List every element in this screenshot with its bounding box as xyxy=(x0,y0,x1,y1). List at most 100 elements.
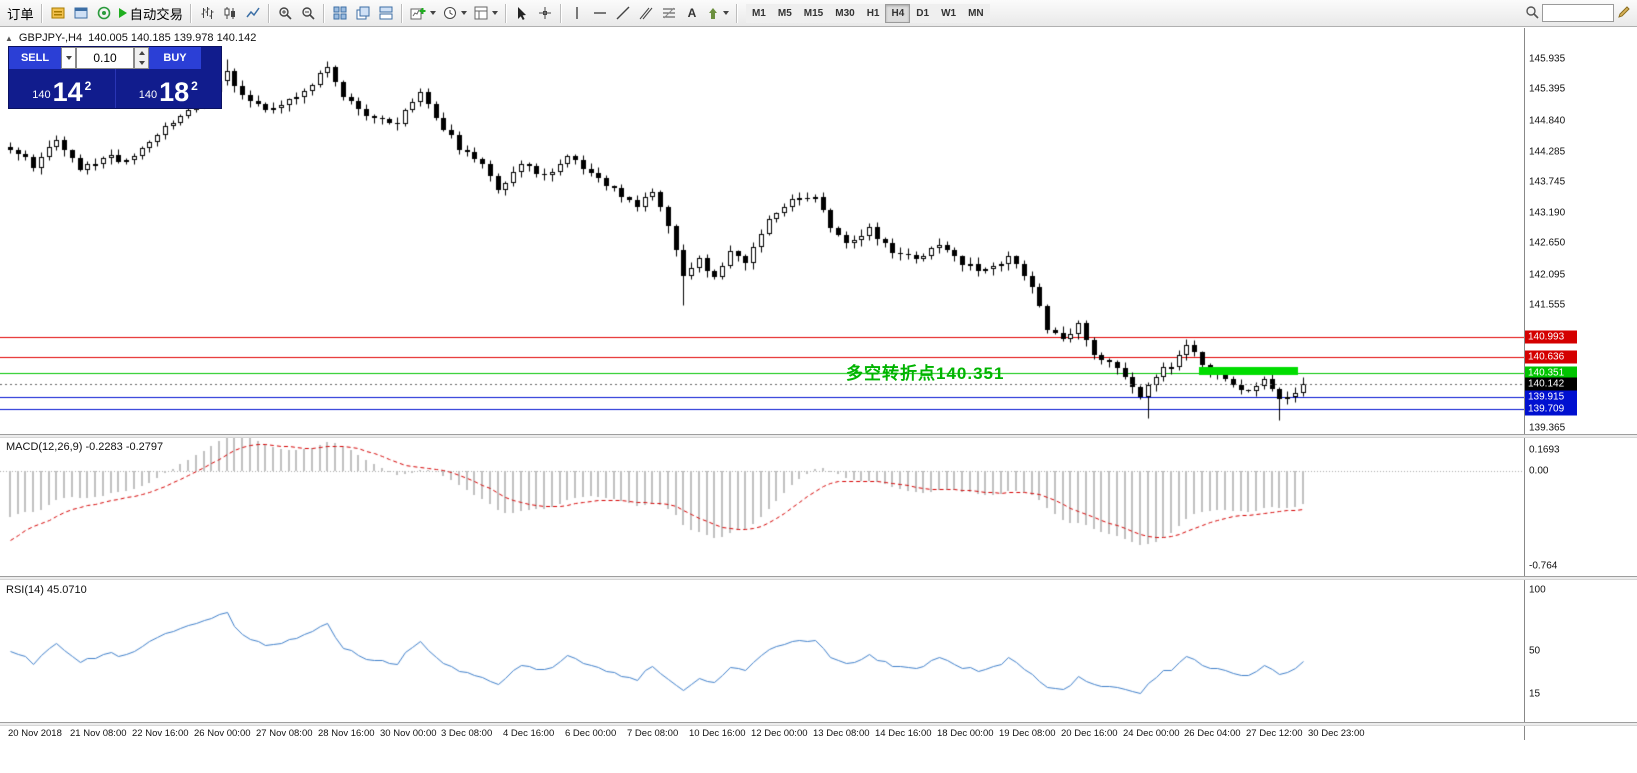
bar-chart-icon xyxy=(200,6,214,20)
market-watch-button[interactable] xyxy=(47,3,69,24)
time-axis-label: 20 Dec 16:00 xyxy=(1061,728,1118,739)
search-icon[interactable] xyxy=(1525,5,1539,22)
tile-windows-icon xyxy=(333,6,347,20)
ask-price: 140 18 2 xyxy=(116,69,222,108)
panel-resize-handle[interactable] xyxy=(0,434,1637,438)
new-chart-icon xyxy=(410,6,426,20)
volume-up-button[interactable] xyxy=(135,48,148,58)
bar-chart-button[interactable] xyxy=(196,3,218,24)
crosshair-button[interactable] xyxy=(534,3,556,24)
trendline-button[interactable] xyxy=(612,3,634,24)
buy-button[interactable]: BUY xyxy=(149,47,201,69)
time-axis-label: 28 Nov 16:00 xyxy=(318,728,375,739)
text-tool-button[interactable]: A xyxy=(681,3,703,24)
chevron-down-icon xyxy=(429,11,436,15)
time-axis-label: 7 Dec 08:00 xyxy=(627,728,679,739)
price-line-label: 140.142 xyxy=(1525,377,1577,391)
search-input[interactable] xyxy=(1542,4,1614,22)
new-chart-button[interactable] xyxy=(407,3,439,24)
new-order-button[interactable]: 订单 xyxy=(4,3,37,24)
price-axis-label: 144.285 xyxy=(1529,146,1566,158)
price-line-label: 139.915 xyxy=(1525,390,1577,404)
time-axis-label: 10 Dec 16:00 xyxy=(689,728,746,739)
cursor-icon xyxy=(516,6,528,20)
cursor-button[interactable] xyxy=(511,3,533,24)
one-click-collapse-icon[interactable]: ▲ xyxy=(5,33,13,43)
cascade-windows-button[interactable] xyxy=(352,3,374,24)
rsi-axis-label: 50 xyxy=(1529,645,1541,657)
price-axis-label: 142.095 xyxy=(1529,269,1566,281)
quick-edit-icon[interactable] xyxy=(1617,5,1631,22)
timeframe-d1-button[interactable]: D1 xyxy=(910,3,936,23)
volume-stepper xyxy=(134,47,149,69)
volume-down-button[interactable] xyxy=(135,58,148,68)
price-chart-canvas[interactable] xyxy=(0,28,1524,434)
chart-symbol-label: GBPJPY-,H4 xyxy=(18,32,83,44)
equidistant-channel-button[interactable] xyxy=(635,3,657,24)
timeframe-mn-button[interactable]: MN xyxy=(962,3,990,23)
arrange-windows-button[interactable] xyxy=(375,3,397,24)
macd-panel-canvas[interactable] xyxy=(0,438,1524,576)
timeframe-bar: M1 M5 M15 M30 H1 H4 D1 W1 MN xyxy=(745,3,990,23)
time-axis-label: 12 Dec 00:00 xyxy=(751,728,808,739)
timeframe-h1-button[interactable]: H1 xyxy=(860,3,886,23)
volume-preset-dropdown[interactable] xyxy=(61,47,76,69)
periods-button[interactable] xyxy=(440,3,470,24)
chart-annotation-text[interactable]: 多空转折点140.351 xyxy=(846,364,1005,383)
price-axis[interactable]: 145.935 145.395 144.840 144.285 143.745 143.1… xyxy=(1524,28,1637,740)
trade-panel-prices: 140 14 2 140 18 2 xyxy=(9,69,221,108)
zoom-in-button[interactable] xyxy=(274,3,296,24)
autotrading-label: 自动交易 xyxy=(129,6,183,22)
timeframe-w1-button[interactable]: W1 xyxy=(935,3,963,23)
price-axis-label: 143.745 xyxy=(1529,176,1566,188)
volume-input[interactable] xyxy=(76,47,134,69)
market-watch-icon xyxy=(51,6,65,20)
arrange-windows-icon xyxy=(379,6,393,20)
navigator-button[interactable] xyxy=(93,3,115,24)
fibonacci-icon xyxy=(662,6,676,20)
tile-windows-button[interactable] xyxy=(329,3,351,24)
candlestick-chart-button[interactable] xyxy=(219,3,241,24)
fibonacci-button[interactable] xyxy=(658,3,680,24)
panel-resize-handle[interactable] xyxy=(0,722,1637,726)
templates-button[interactable] xyxy=(471,3,501,24)
data-window-icon xyxy=(74,6,88,20)
time-axis[interactable]: 20 Nov 2018 21 Nov 08:00 22 Nov 16:00 26 No… xyxy=(0,726,1524,742)
timeframe-m30-button[interactable]: M30 xyxy=(829,3,861,23)
macd-axis-label: -0.764 xyxy=(1529,560,1558,572)
new-order-label: 订单 xyxy=(7,6,34,22)
rsi-panel-canvas[interactable] xyxy=(0,580,1524,722)
time-axis-label: 26 Dec 04:00 xyxy=(1184,728,1241,739)
timeframe-h4-button[interactable]: H4 xyxy=(885,3,911,23)
periods-icon xyxy=(443,6,457,20)
data-window-button[interactable] xyxy=(70,3,92,24)
autotrading-play-icon xyxy=(118,8,127,18)
zoom-out-button[interactable] xyxy=(297,3,319,24)
equidistant-channel-icon xyxy=(639,6,653,20)
time-axis-label: 27 Nov 08:00 xyxy=(256,728,313,739)
toolbar-separator xyxy=(504,3,507,23)
vertical-line-button[interactable] xyxy=(566,3,588,24)
ask-price-pips: 18 xyxy=(159,77,190,108)
ask-price-whole: 140 xyxy=(138,89,158,101)
autotrading-button[interactable]: 自动交易 xyxy=(116,3,186,24)
price-axis-label: 145.935 xyxy=(1529,53,1566,65)
time-axis-label: 3 Dec 08:00 xyxy=(441,728,493,739)
time-axis-label: 30 Nov 00:00 xyxy=(380,728,437,739)
timeframe-m1-button[interactable]: M1 xyxy=(745,3,772,23)
horizontal-line-button[interactable] xyxy=(589,3,611,24)
panel-resize-handle[interactable] xyxy=(0,576,1637,580)
arrows-tool-button[interactable] xyxy=(704,3,732,24)
navigator-icon xyxy=(97,6,111,20)
chart-header: ▲ GBPJPY-,H4 140.005 140.185 139.978 140… xyxy=(5,32,256,44)
time-axis-label: 26 Nov 00:00 xyxy=(194,728,251,739)
chevron-down-icon xyxy=(138,61,145,65)
bid-price: 140 14 2 xyxy=(9,69,116,108)
timeframe-m5-button[interactable]: M5 xyxy=(771,3,798,23)
rsi-header: RSI(14) 45.0710 xyxy=(6,584,87,596)
line-chart-button[interactable] xyxy=(242,3,264,24)
toolbar-separator xyxy=(735,3,738,23)
price-line-label: 139.709 xyxy=(1525,402,1577,416)
timeframe-m15-button[interactable]: M15 xyxy=(797,3,830,23)
sell-button[interactable]: SELL xyxy=(9,47,61,69)
